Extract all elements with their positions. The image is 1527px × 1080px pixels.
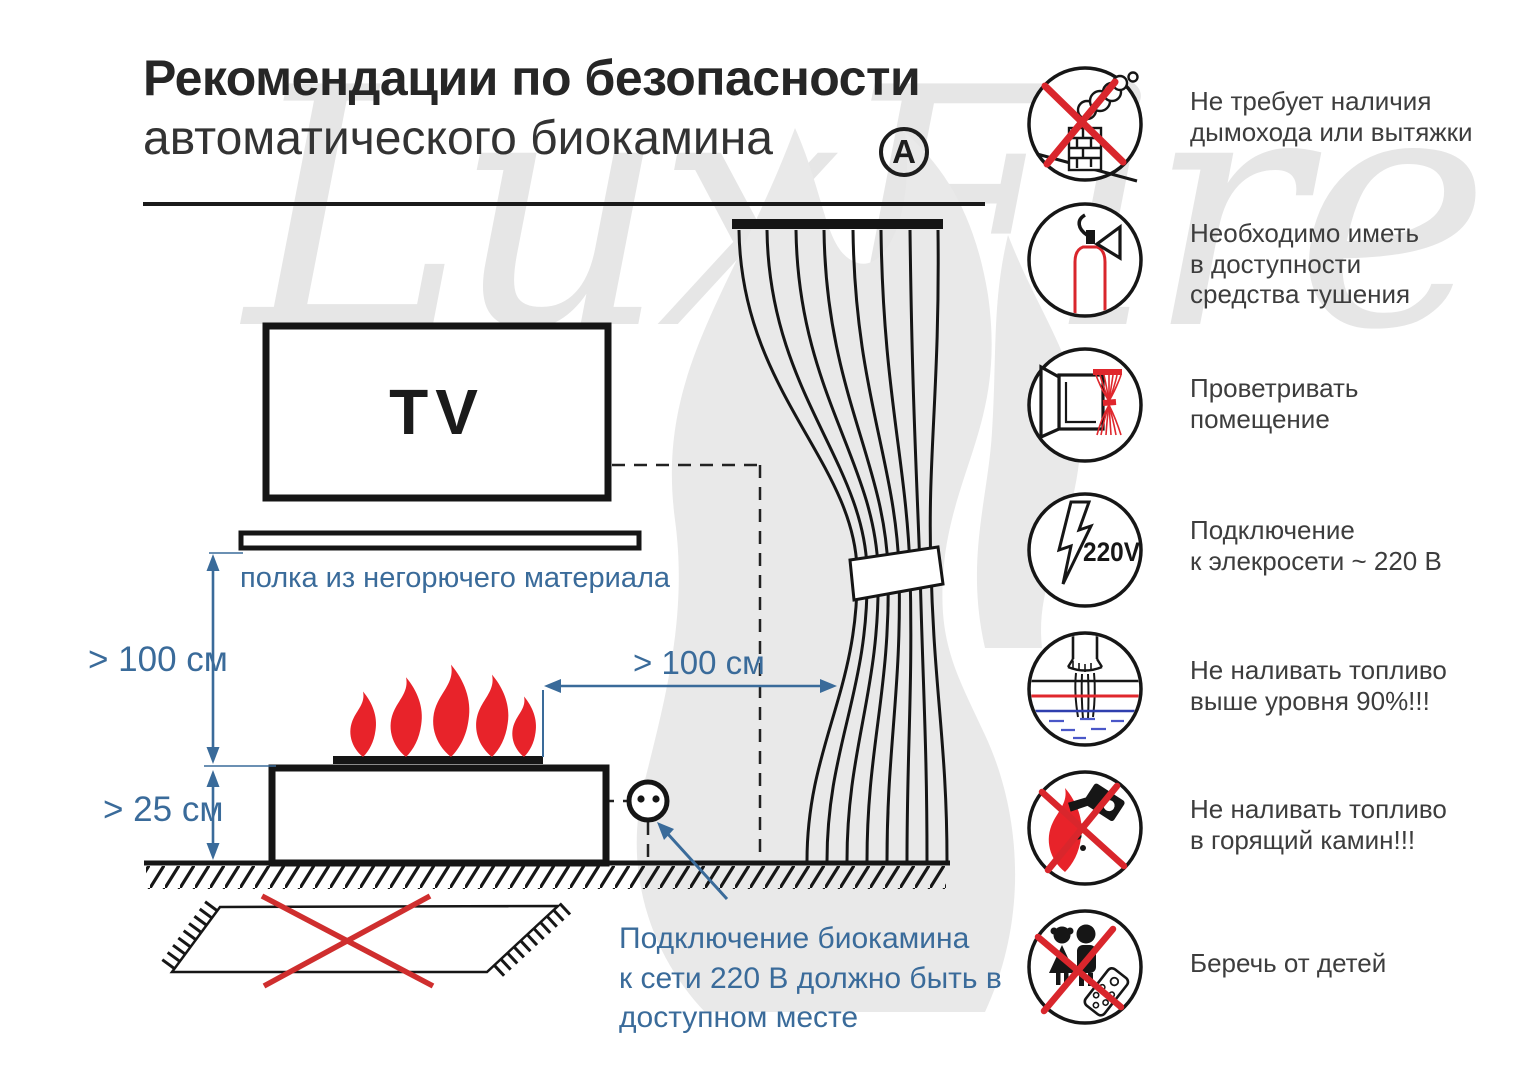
safety-item-extinguisher: Необходимо иметь в доступности средства … xyxy=(1025,200,1419,320)
ventilate-window-icon xyxy=(1027,347,1143,463)
power-220v-icon: 220V xyxy=(1027,492,1143,608)
shelf-label: полка из негорючего материала xyxy=(240,562,671,594)
safety-item-no-refill: Не наливать топливо в горящий камин!!! xyxy=(1025,768,1447,888)
circled-a-badge: A xyxy=(879,127,929,177)
safety-item-power: 220V Подключение к элекросети ~ 220 В xyxy=(1025,490,1442,610)
red-cross xyxy=(260,893,435,989)
floor-hatch xyxy=(146,866,946,889)
dimension-lines xyxy=(204,552,837,901)
safety-label: Не наливать топливо в горящий камин!!! xyxy=(1190,794,1447,855)
flames xyxy=(350,664,537,757)
dim-shelf-height-label: > 100 см xyxy=(88,640,228,679)
no-refill-burning-icon xyxy=(1027,770,1143,886)
fireplace-cabinet xyxy=(268,764,610,867)
title-line-2: автоматического биокамина xyxy=(143,112,773,165)
page-title: Рекомендации по безопасности автоматичес… xyxy=(143,50,921,166)
safety-label: Не требует наличия дымохода или вытяжки xyxy=(1190,86,1473,147)
dim-curtain-distance-label: > 100 см xyxy=(633,644,765,681)
safety-item-no-chimney: Не требует наличия дымохода или вытяжки xyxy=(1025,64,1473,184)
tv-box xyxy=(262,322,612,502)
tv-label: TV xyxy=(389,376,485,448)
power-outlet xyxy=(626,779,670,823)
curtain-tie xyxy=(848,545,945,602)
safety-label: Проветривать помещение xyxy=(1190,373,1359,434)
no-chimney-icon xyxy=(1027,66,1143,183)
burner xyxy=(333,756,543,764)
fire-extinguisher-icon xyxy=(1027,202,1143,318)
safety-item-children: Беречь от детей xyxy=(1025,907,1386,1027)
safety-item-fuel-level: Не наливать топливо выше уровня 90%!!! xyxy=(1025,629,1447,749)
dim-cabinet-height-label: > 25 см xyxy=(103,790,224,829)
outlet-note: Подключение биокамина к сети 220 В должн… xyxy=(619,922,1002,1035)
safety-label: Беречь от детей xyxy=(1190,948,1387,978)
keep-from-children-icon xyxy=(1027,909,1143,1025)
title-line-1: Рекомендации по безопасности xyxy=(143,50,921,106)
curtain xyxy=(732,219,949,862)
safety-label: Подключение к элекросети ~ 220 В xyxy=(1190,515,1442,576)
safety-item-ventilate: Проветривать помещение xyxy=(1025,345,1358,465)
carpet-forbidden xyxy=(157,893,572,989)
shelf xyxy=(238,530,642,551)
safety-label: Необходимо иметь в доступности средства … xyxy=(1190,218,1420,310)
voltage-text: 220V xyxy=(1083,537,1140,567)
safety-label: Не наливать топливо выше уровня 90%!!! xyxy=(1190,655,1447,716)
fuel-level-icon xyxy=(1027,631,1143,747)
